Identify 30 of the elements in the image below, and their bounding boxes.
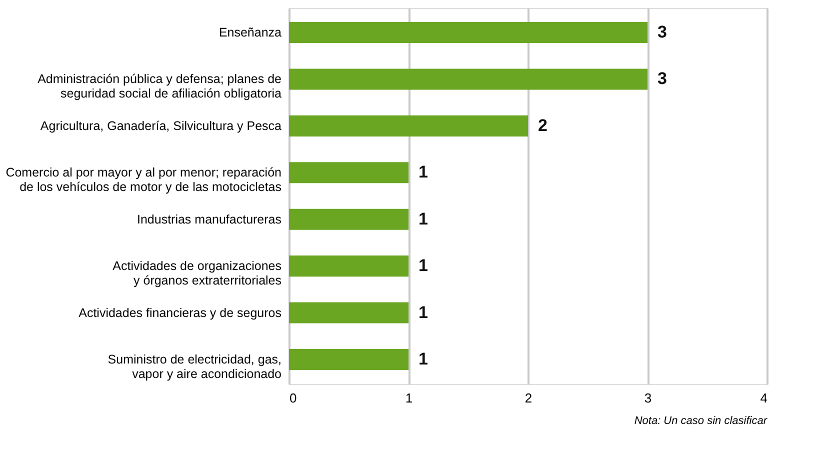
y-tick-label: Enseñanza (218, 26, 282, 40)
data-label: 1 (418, 349, 428, 368)
bar (289, 302, 408, 324)
data-label: 1 (418, 302, 428, 322)
x-tick-label: 1 (405, 390, 413, 406)
text: Nota: Un caso sin clasificar (634, 415, 768, 427)
y-tick-label: Comercio al por mayor y al por menor; reparación de los vehículos de motor y de las motocicletas (6, 166, 282, 194)
y-tick-label: Industrias manufactureras (136, 212, 282, 226)
x-tick-label: 2 (524, 390, 532, 406)
y-tick-label: Suministro de electricidad, gas, vapor y aire acondicionado (108, 352, 282, 381)
bar (289, 22, 648, 44)
data-label: 1 (418, 162, 428, 182)
x-tick-label: 4 (760, 390, 768, 406)
x-tick-label: 0 (290, 390, 297, 406)
x-tick-label: 3 (644, 390, 652, 406)
data-label: 1 (418, 256, 428, 276)
data-label: 3 (658, 22, 667, 42)
y-tick-label: Administración pública y defensa; planes de seguridad social de afiliación obligatoria (38, 72, 282, 101)
y-tick-label: Actividades financieras y de seguros (78, 306, 282, 320)
data-label: 2 (538, 116, 548, 135)
bar (289, 68, 648, 90)
bar (289, 348, 408, 370)
y-tick-label: Agricultura, Ganadería, Silvicultura y Pesca (40, 118, 282, 133)
bar (289, 256, 408, 277)
bar (289, 208, 408, 230)
bar (289, 162, 408, 184)
y-tick-label: Actividades de organizaciones y órganos extraterritoriales (112, 259, 282, 288)
data-label: 3 (658, 69, 667, 88)
data-label: 1 (418, 209, 428, 228)
bar (289, 115, 528, 136)
